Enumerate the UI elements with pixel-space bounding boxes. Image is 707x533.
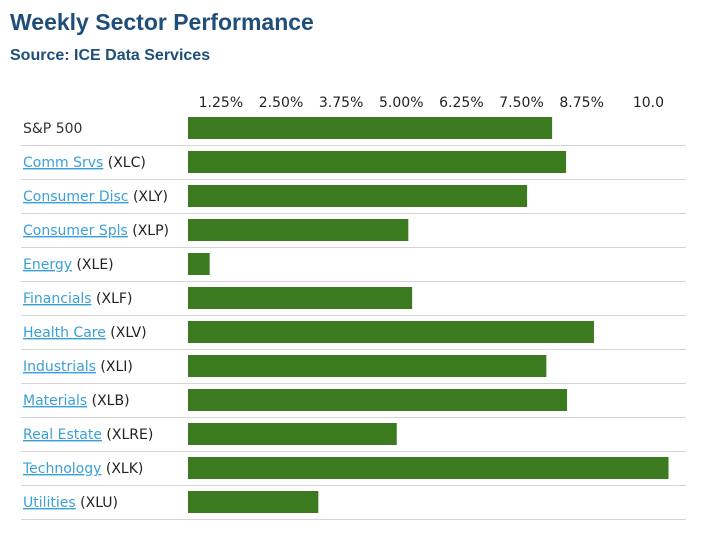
ticker-code: (XLP) (128, 223, 169, 239)
bar (188, 117, 553, 139)
sector-link[interactable]: Technology (22, 461, 101, 477)
x-tick-label: 7.50% (499, 95, 543, 111)
sector-link[interactable]: Real Estate (23, 427, 102, 443)
bar (188, 457, 669, 479)
sector-link[interactable]: Energy (23, 257, 72, 273)
x-tick-label: 2.50% (259, 95, 303, 111)
bar (188, 287, 413, 309)
ticker-code: (XLV) (106, 325, 147, 341)
bar (188, 219, 409, 241)
category-label[interactable]: Comm Srvs (XLC) (23, 155, 146, 171)
category-label: S&P 500 (23, 121, 82, 137)
chart-rows: S&P 500 Comm Srvs (XLC) Consumer Disc (XLY… (21, 117, 686, 520)
ticker-code: (XLE) (72, 257, 114, 273)
bar (188, 389, 568, 411)
sector-link[interactable]: Utilities (23, 495, 76, 511)
ticker-code: (XLY) (129, 189, 168, 205)
category-label[interactable]: Consumer Disc (XLY) (23, 189, 168, 205)
category-label[interactable]: Utilities (XLU) (23, 495, 118, 511)
bar (188, 185, 528, 207)
sector-link[interactable]: Consumer Disc (23, 189, 129, 205)
category-label[interactable]: Industrials (XLI) (23, 359, 133, 375)
category-label[interactable]: Health Care (XLV) (23, 325, 147, 341)
bar (188, 423, 397, 445)
category-label[interactable]: Energy (XLE) (23, 257, 114, 273)
bar (188, 253, 210, 275)
ticker-code: (XLK) (101, 461, 143, 477)
ticker-code: (XLC) (103, 155, 146, 171)
ticker-code: (XLI) (96, 359, 133, 375)
category-label[interactable]: Materials (XLB) (23, 393, 130, 409)
x-tick-label: 6.25% (439, 95, 483, 111)
index-name: S&P 500 (23, 121, 82, 137)
x-tick-label: 5.00% (379, 95, 423, 111)
sector-link[interactable]: Industrials (23, 359, 96, 375)
x-tick-label: 10.0 (633, 95, 664, 111)
bar (188, 321, 594, 343)
sector-link[interactable]: Materials (23, 393, 87, 409)
category-label[interactable]: Financials (XLF) (23, 291, 132, 307)
x-tick-label: 3.75% (319, 95, 363, 111)
category-label[interactable]: Real Estate (XLRE) (23, 427, 153, 443)
category-label[interactable]: Technology (XLK) (22, 461, 143, 477)
sector-link[interactable]: Comm Srvs (23, 155, 103, 171)
category-label[interactable]: Consumer Spls (XLP) (23, 223, 169, 239)
x-axis-ticks: 1.25% 2.50% 3.75% 5.00% 6.25% 7.50% 8.75% 10.0 (199, 95, 664, 111)
x-tick-label: 1.25% (199, 95, 243, 111)
chart-subtitle: Source: ICE Data Services (10, 47, 211, 64)
x-tick-label: 8.75% (559, 95, 603, 111)
bar (188, 355, 547, 377)
bar (188, 491, 319, 513)
ticker-code: (XLU) (76, 495, 118, 511)
sector-link[interactable]: Consumer Spls (23, 223, 128, 239)
sector-link[interactable]: Health Care (23, 325, 106, 341)
chart-title: Weekly Sector Performance (10, 9, 314, 35)
sector-link[interactable]: Financials (23, 291, 92, 307)
ticker-code: (XLRE) (102, 427, 153, 443)
bar (188, 151, 567, 173)
ticker-code: (XLB) (87, 393, 129, 409)
ticker-code: (XLF) (92, 291, 133, 307)
